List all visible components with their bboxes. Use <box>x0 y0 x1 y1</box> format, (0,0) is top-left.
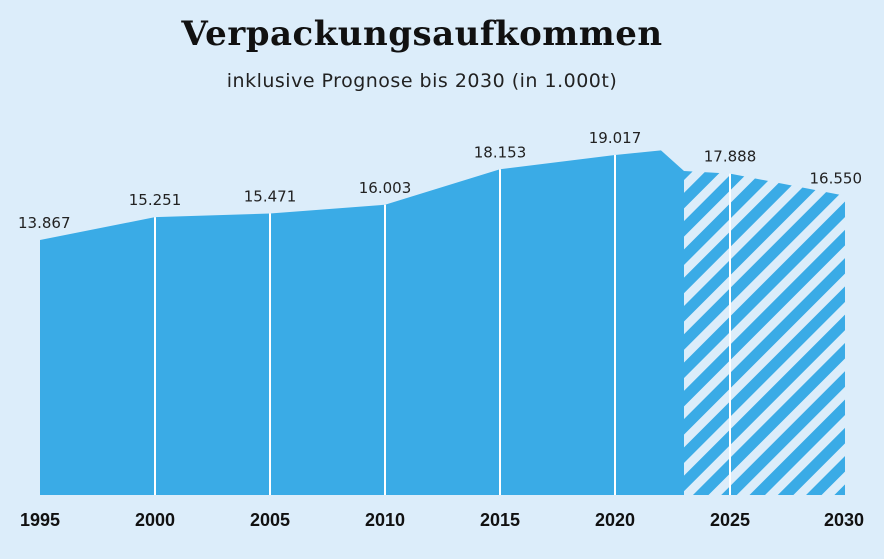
data-label: 18.153 <box>474 143 527 161</box>
x-tick-label: 2010 <box>365 510 405 530</box>
area-ist <box>40 150 661 495</box>
x-tick-label: 2015 <box>480 510 520 530</box>
data-label: 15.471 <box>244 188 297 206</box>
data-label: 16.003 <box>359 179 412 197</box>
x-tick-label: 2020 <box>595 510 635 530</box>
data-label: 17.888 <box>704 148 757 166</box>
x-tick-label: 2025 <box>710 510 750 530</box>
chart-title: Verpackungsaufkommen <box>181 14 663 54</box>
x-tick-label: 2030 <box>824 510 864 530</box>
chart-subtitle: inklusive Prognose bis 2030 (in 1.000t) <box>226 70 618 92</box>
data-label: 13.867 <box>18 214 71 232</box>
area-prognose <box>684 170 845 495</box>
x-tick-label: 2000 <box>135 510 175 530</box>
data-label: 19.017 <box>589 129 642 147</box>
x-tick-label: 2005 <box>250 510 290 530</box>
data-label: 15.251 <box>129 191 182 209</box>
area-transition <box>661 150 684 495</box>
data-label: 16.550 <box>810 170 863 188</box>
x-tick-label: 1995 <box>20 510 60 530</box>
